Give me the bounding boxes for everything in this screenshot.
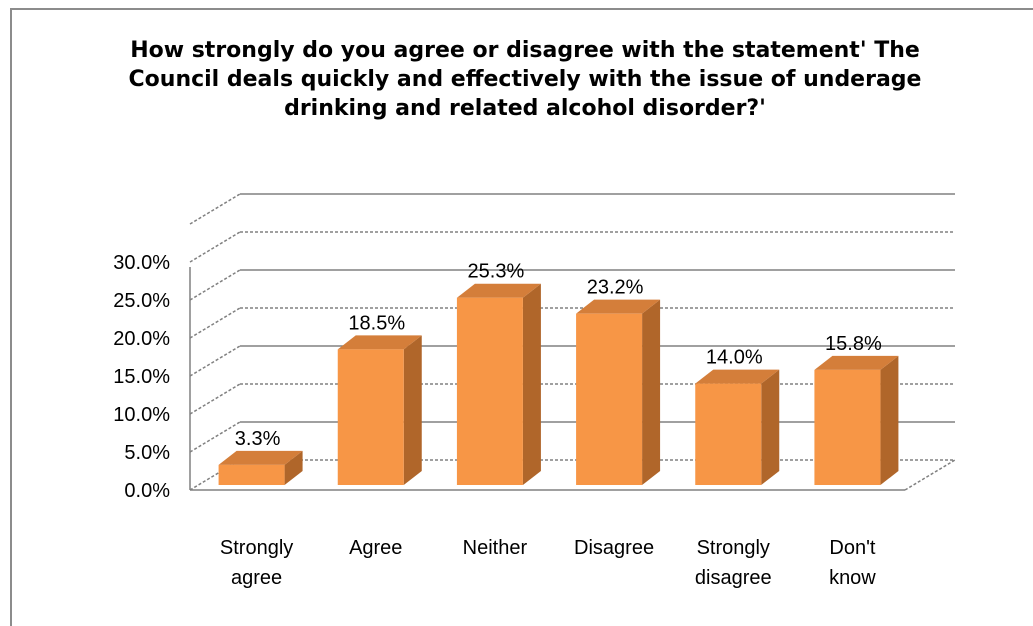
- x-tick-label: Agree: [349, 537, 402, 559]
- bar-top: [337, 335, 422, 350]
- x-tick-label: Neither: [463, 537, 528, 559]
- bar: [337, 349, 404, 485]
- bar-top: [456, 283, 541, 298]
- bar: [218, 464, 285, 485]
- data-label: 14.0%: [706, 347, 763, 369]
- y-tick-label: 5.0%: [124, 442, 170, 464]
- y-tick-label: 25.0%: [113, 290, 170, 312]
- grid-diagonal: [189, 383, 241, 415]
- x-tick-label: Strongly: [220, 537, 293, 559]
- bar-top: [695, 369, 780, 384]
- y-tick-label: 10.0%: [113, 404, 170, 426]
- bar: [576, 313, 643, 485]
- bar-top: [218, 450, 303, 465]
- bar-side: [642, 299, 661, 485]
- grid-diagonal: [189, 307, 241, 339]
- y-tick-label: 0.0%: [124, 480, 170, 502]
- grid-diagonal: [189, 231, 241, 263]
- data-label: 25.3%: [468, 261, 525, 283]
- grid-diagonal-top: [189, 193, 241, 225]
- grid-diagonal: [189, 269, 241, 301]
- grid-diagonal: [189, 345, 241, 377]
- bar-top: [576, 299, 661, 314]
- data-label: 15.8%: [825, 333, 882, 355]
- x-tick-label: Disagree: [574, 537, 654, 559]
- data-label: 18.5%: [348, 312, 405, 334]
- bar: [456, 297, 523, 485]
- y-tick-label: 30.0%: [113, 252, 170, 274]
- data-label: 3.3%: [235, 428, 281, 450]
- x-tick-label: Strongly: [697, 537, 770, 559]
- bar: [695, 383, 762, 485]
- x-tick-label: disagree: [695, 567, 772, 589]
- grid-diagonal: [189, 421, 241, 453]
- data-label: 23.2%: [587, 277, 644, 299]
- bar-side: [880, 355, 899, 485]
- bar-side: [761, 369, 780, 485]
- y-tick-label: 20.0%: [113, 328, 170, 350]
- y-tick-label: 15.0%: [113, 366, 170, 388]
- x-tick-label: know: [829, 567, 876, 589]
- floor-right-edge: [904, 459, 956, 491]
- x-tick-label: agree: [231, 567, 282, 589]
- bar-side: [522, 283, 541, 485]
- bar-side: [284, 450, 303, 485]
- chart-title: How strongly do you agree or disagree wi…: [128, 38, 922, 121]
- bar-side: [403, 335, 422, 485]
- bar: [814, 369, 881, 485]
- bar-top: [814, 355, 899, 370]
- x-tick-label: Don't: [829, 537, 876, 559]
